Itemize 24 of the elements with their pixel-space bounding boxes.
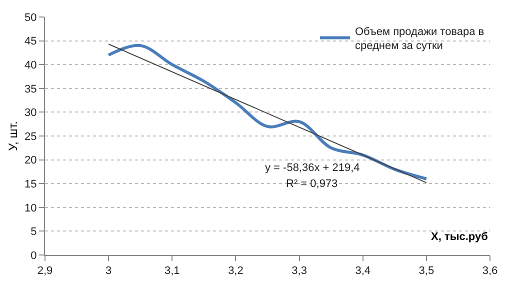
x-tick-label: 3,1: [164, 265, 180, 278]
x-tick-label: 3,2: [228, 265, 244, 278]
y-tick-label: 40: [24, 59, 37, 72]
x-tick-label: 3,5: [418, 265, 434, 278]
y-axis-title: У, шт.: [6, 121, 20, 151]
y-tick-label: 5: [30, 226, 37, 238]
x-tick-label: 2,9: [37, 265, 53, 278]
y-tick-label: 0: [30, 250, 37, 262]
x-tick-label: 3,4: [355, 265, 371, 278]
y-tick-label: 15: [24, 178, 37, 190]
legend-label: Объем продажи товара в среднем за сутки: [355, 26, 484, 52]
x-tick-label: 3: [106, 265, 112, 278]
y-tick-label: 10: [24, 202, 37, 214]
annotation: y = -58,36x + 219,4: [265, 162, 360, 174]
y-tick-label: 20: [24, 154, 37, 167]
x-tick-label: 3,3: [292, 265, 307, 278]
x-tick-label: 3,6: [482, 265, 498, 278]
y-tick-label: 35: [24, 83, 37, 96]
y-tick-label: 25: [24, 130, 37, 143]
annotation: R² = 0,973: [286, 178, 338, 190]
y-tick-label: 45: [24, 36, 37, 48]
y-tick-label: 50: [24, 12, 37, 24]
y-tick-label: 30: [24, 107, 37, 120]
x-axis-title: X, тыс.руб: [431, 231, 488, 243]
